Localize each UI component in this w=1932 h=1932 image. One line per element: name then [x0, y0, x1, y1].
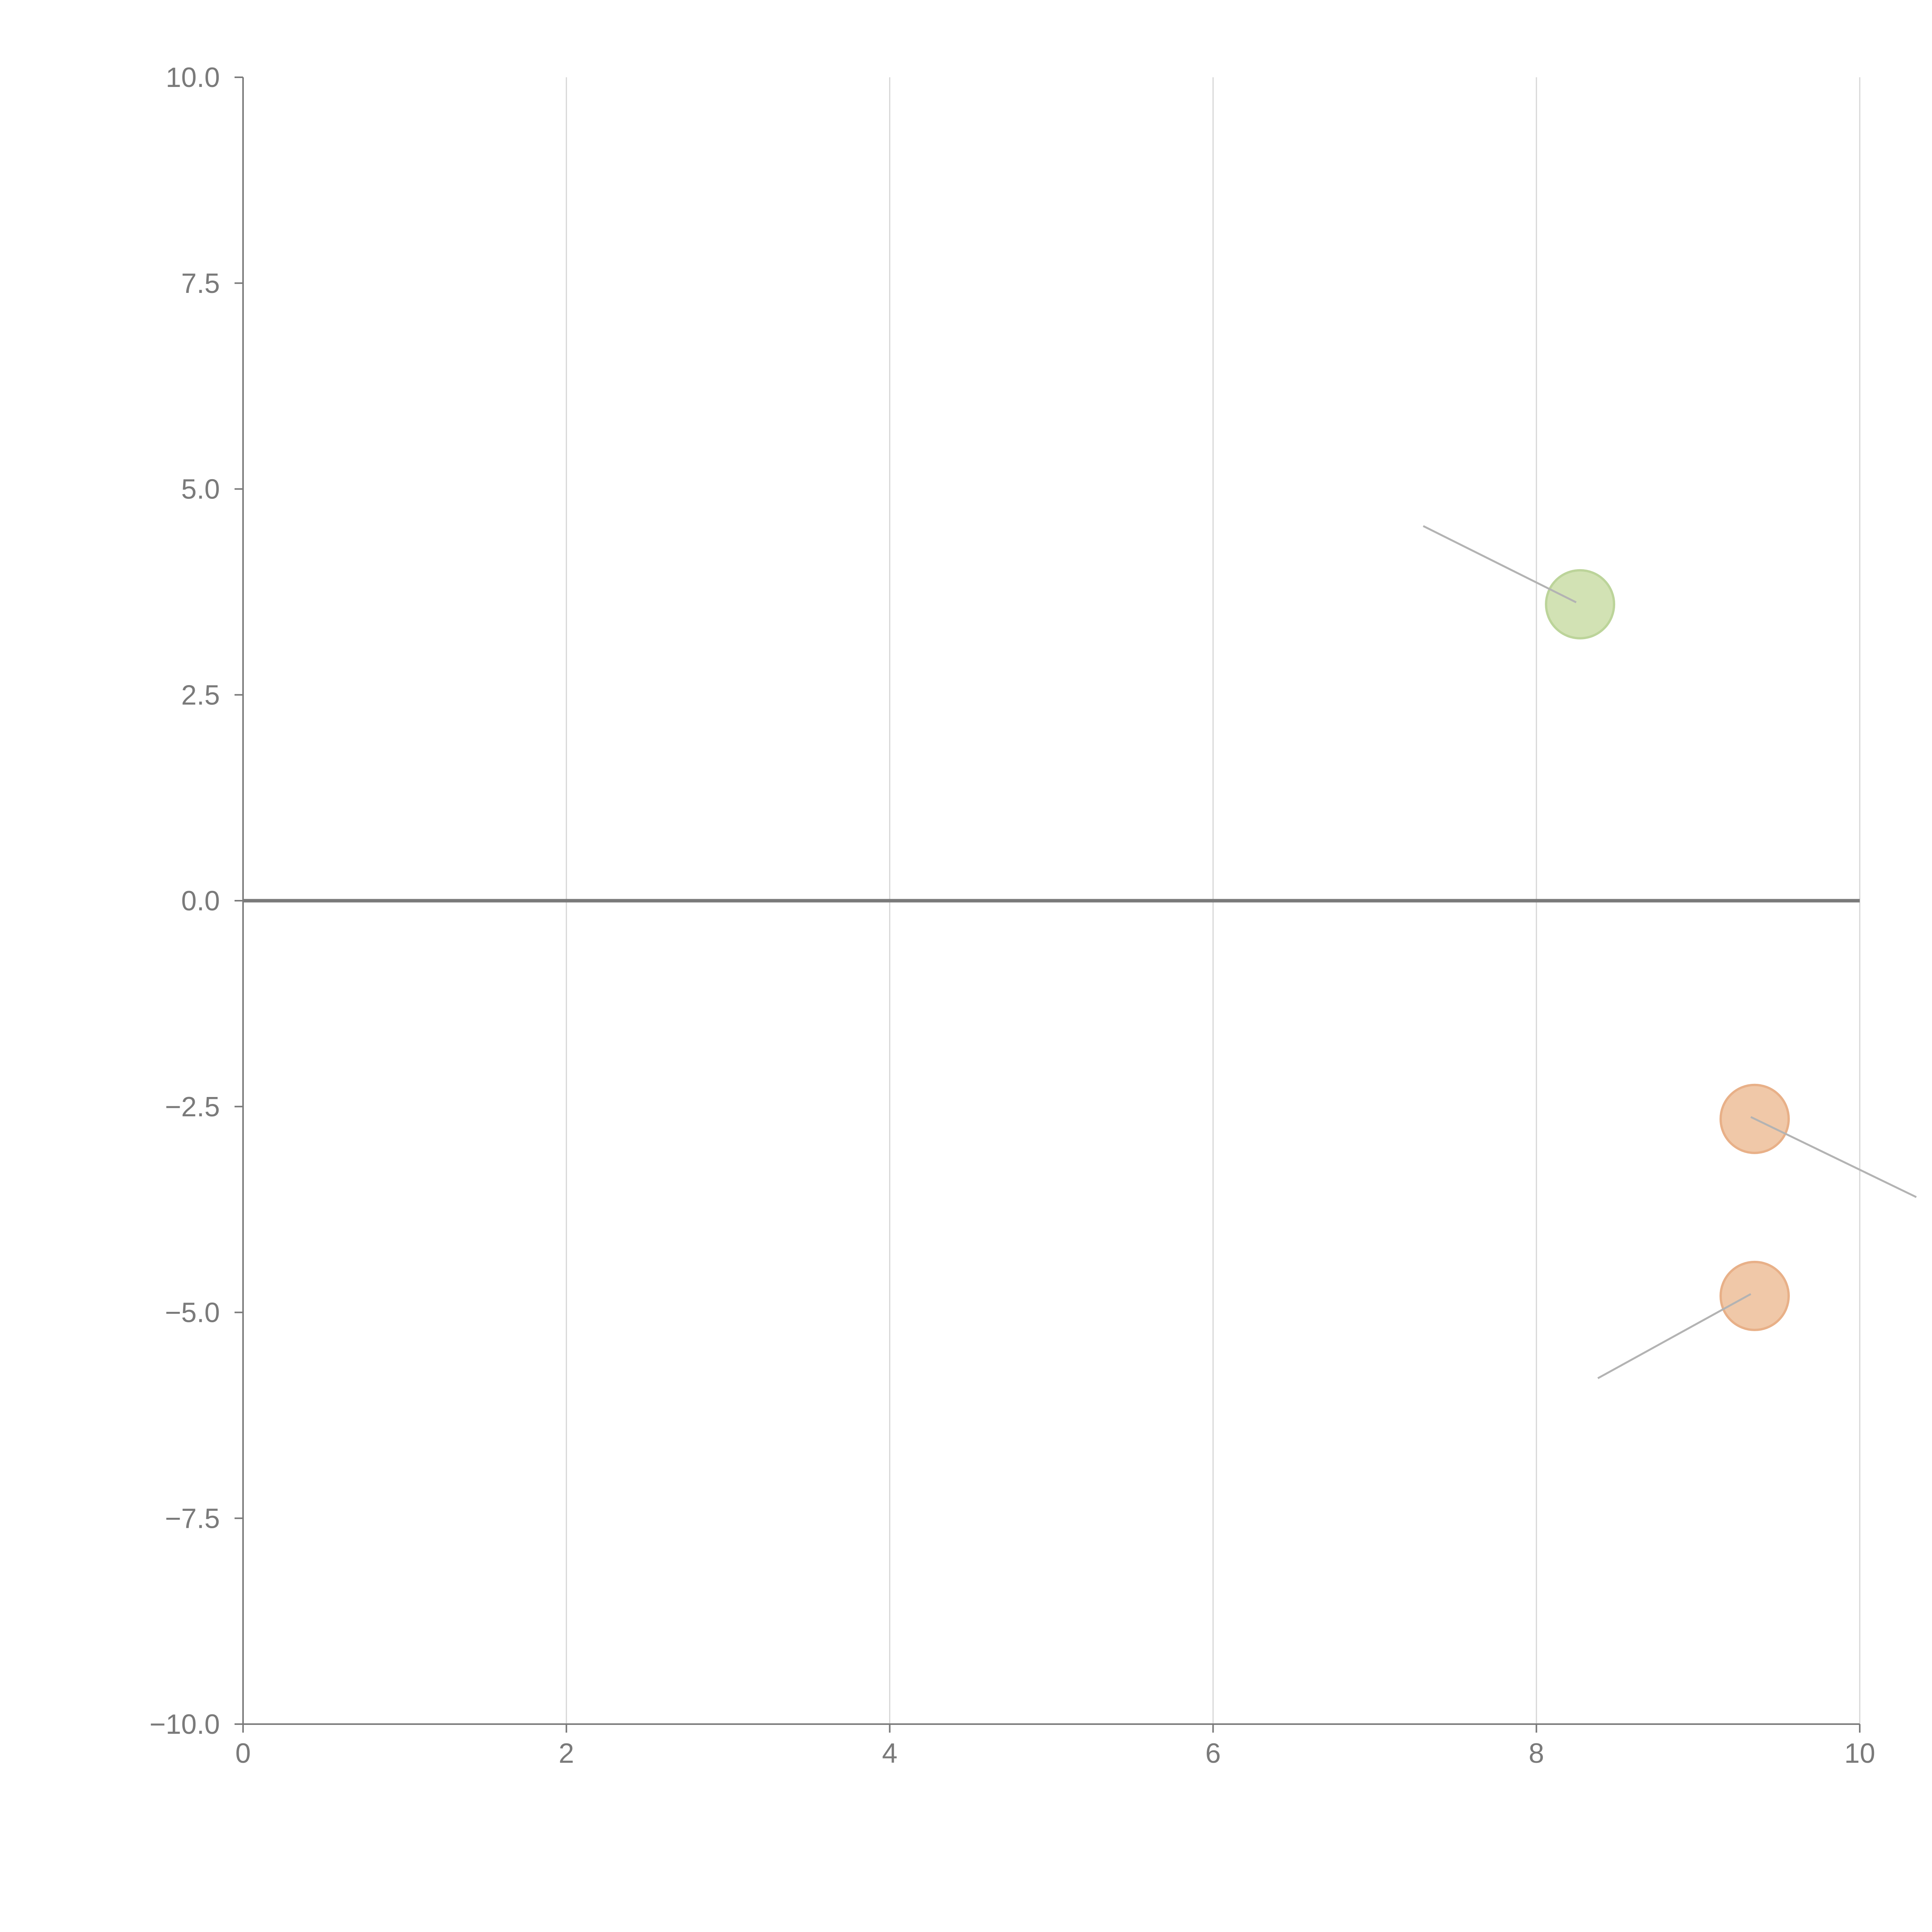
y-tick-label-2: 5.0 [181, 474, 220, 505]
data-points [1545, 569, 1790, 1331]
leader-line-1 [1750, 1116, 1917, 1198]
x-tick-label-5: 10 [1844, 1738, 1875, 1769]
leader-line-0 [1423, 525, 1577, 604]
x-tick-label-4: 8 [1529, 1738, 1544, 1769]
y-tick-label-0: 10.0 [166, 62, 220, 93]
y-tick-label-1: 7.5 [181, 268, 220, 299]
leader-line-2 [1597, 1293, 1752, 1379]
x-tick-label-2: 4 [882, 1738, 898, 1769]
y-tick-label-3: 2.5 [181, 680, 220, 711]
y-tick-label-5: −2.5 [165, 1092, 220, 1122]
y-tick-label-4: 0.0 [181, 886, 220, 917]
leader-lines [1423, 525, 1917, 1379]
x-tick-label-3: 6 [1205, 1738, 1221, 1769]
data-point-2 [1719, 1260, 1790, 1331]
y-tick-label-6: −5.0 [165, 1298, 220, 1328]
x-tick-label-1: 2 [559, 1738, 574, 1769]
data-point-0 [1545, 569, 1616, 639]
x-tick-label-0: 0 [235, 1738, 251, 1769]
y-tick-label-8: −10.0 [150, 1709, 220, 1740]
axes [235, 77, 1861, 1733]
y-tick-label-7: −7.5 [165, 1503, 220, 1534]
tick-labels: 0 2 4 6 8 10 10.0 7.5 5.0 2.5 0.0 −2.5 −5.0 −7.5 −10.0 [150, 62, 1875, 1769]
